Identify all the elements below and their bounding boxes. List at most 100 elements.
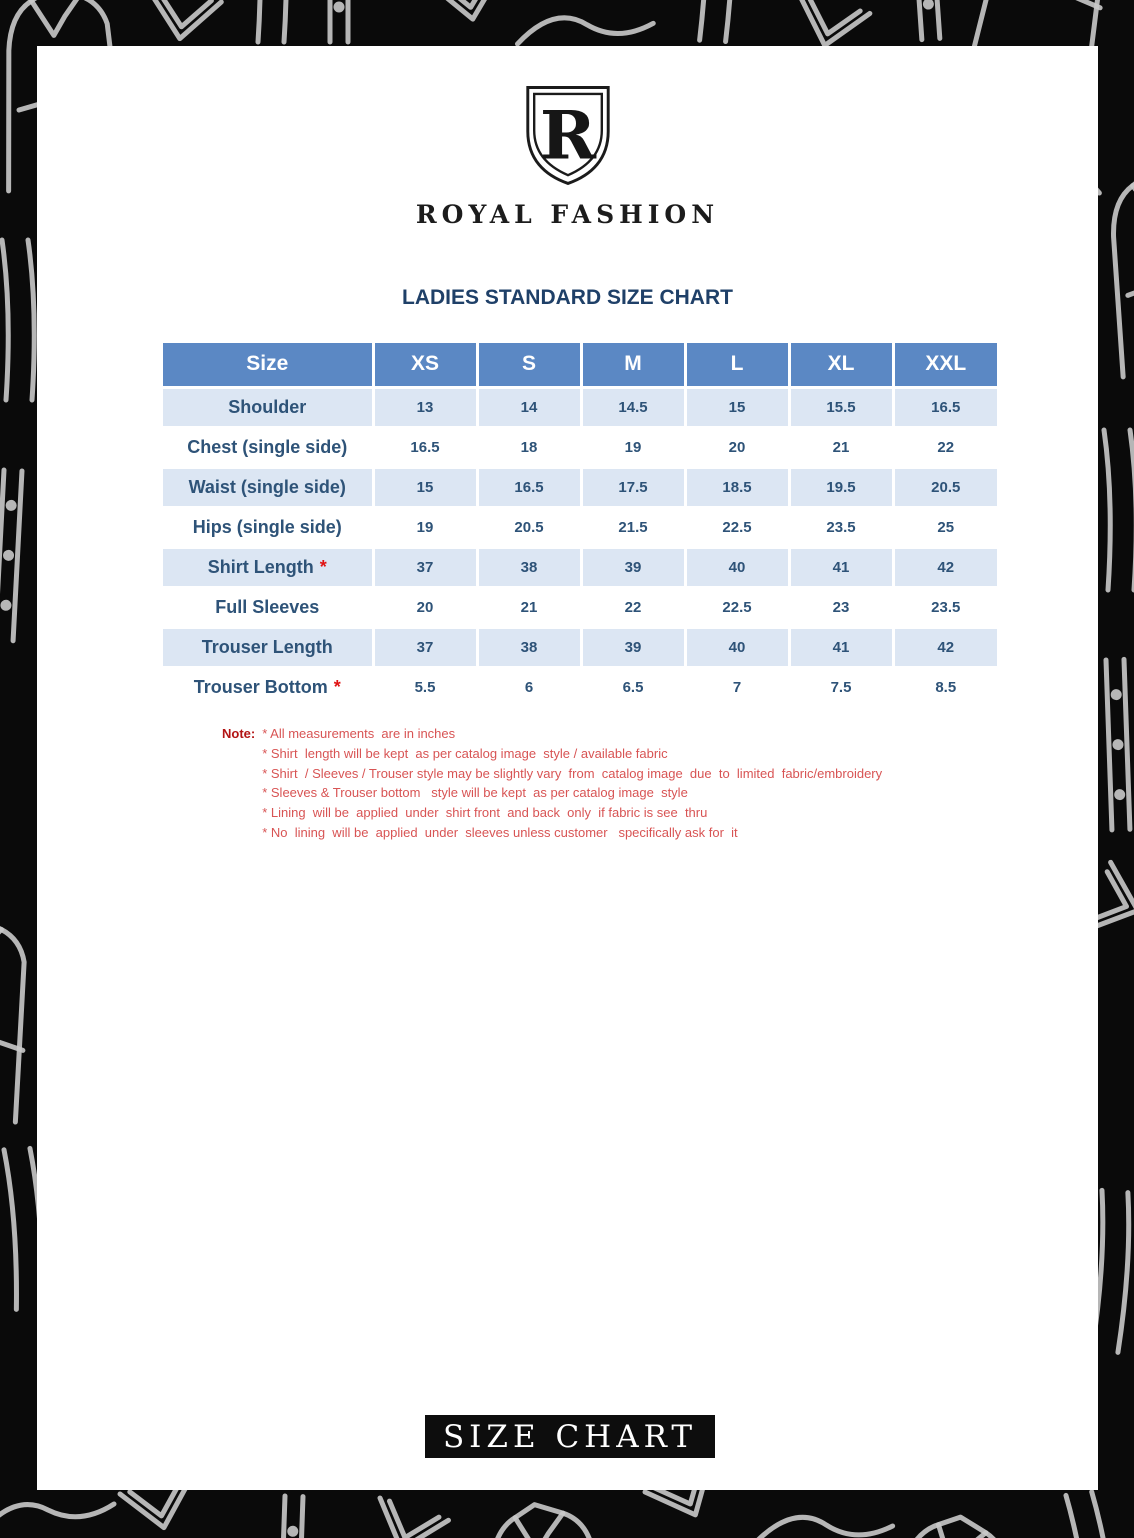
note-line: * Shirt length will be kept as per catal… — [262, 745, 668, 761]
note-line: * Shirt / Sleeves / Trouser style may be… — [262, 765, 883, 781]
size-value-cell: 42 — [893, 627, 997, 669]
page: R ROYAL FASHION LADIES STANDARD SIZE CHA… — [37, 46, 1098, 1490]
size-value-cell: 23.5 — [893, 587, 997, 629]
size-chart-table: Size XS S M L XL XXL Shoulder 13 14 14.5… — [163, 343, 997, 709]
column-header-xl: XL — [789, 343, 895, 389]
size-value-cell: 8.5 — [893, 667, 997, 709]
column-header-m: M — [581, 343, 687, 389]
size-value-cell: 20 — [373, 587, 479, 629]
size-value-cell: 23 — [789, 587, 895, 629]
brand-monogram: R — [539, 96, 596, 175]
column-header-xxl: XXL — [893, 343, 997, 389]
size-value-cell: 38 — [477, 627, 583, 669]
column-header-l: L — [685, 343, 791, 389]
size-value-cell: 14.5 — [581, 387, 687, 429]
size-value-cell: 18.5 — [685, 467, 791, 509]
size-value-cell: 23.5 — [789, 507, 895, 549]
measurement-label-cell: Waist (single side) — [163, 467, 375, 509]
page-title: LADIES STANDARD SIZE CHART — [402, 286, 733, 309]
table-row: Shirt Length * 37 38 39 40 41 42 — [163, 547, 997, 589]
size-value-cell: 16.5 — [373, 427, 479, 469]
royal-fashion-crest-icon: R — [525, 86, 610, 185]
size-value-cell: 25 — [893, 507, 997, 549]
brand-name: ROYAL FASHION — [415, 200, 720, 229]
size-value-cell: 38 — [477, 547, 583, 589]
size-value-cell: 22.5 — [685, 507, 791, 549]
size-value-cell: 40 — [685, 627, 791, 669]
measurement-label-cell: Trouser Bottom * — [163, 667, 375, 709]
size-value-cell: 5.5 — [373, 667, 479, 709]
measurement-label: Shoulder — [228, 396, 307, 417]
size-value-cell: 16.5 — [477, 467, 583, 509]
size-value-cell: 22 — [893, 427, 997, 469]
size-value-cell: 42 — [893, 547, 997, 589]
size-value-cell: 15 — [685, 387, 791, 429]
size-chart-banner: SIZE CHART — [425, 1415, 715, 1458]
column-header-s: S — [477, 343, 583, 389]
size-value-cell: 15 — [373, 467, 479, 509]
size-value-cell: 6 — [477, 667, 583, 709]
column-header-xs: XS — [373, 343, 479, 389]
measurement-label-cell: Full Sleeves — [163, 587, 375, 629]
note-line: * Sleeves & Trouser bottom style will be… — [262, 785, 688, 801]
size-value-cell: 7.5 — [789, 667, 895, 709]
size-value-cell: 22.5 — [685, 587, 791, 629]
size-value-cell: 21.5 — [581, 507, 687, 549]
size-value-cell: 21 — [789, 427, 895, 469]
size-value-cell: 6.5 — [581, 667, 687, 709]
table-row: Shoulder 13 14 14.5 15 15.5 16.5 — [163, 387, 997, 429]
size-value-cell: 16.5 — [893, 387, 997, 429]
table-header-row: Size XS S M L XL XXL — [163, 343, 997, 389]
size-value-cell: 37 — [373, 627, 479, 669]
size-value-cell: 21 — [477, 587, 583, 629]
measurement-label: Waist (single side) — [188, 476, 346, 497]
measurement-label-cell: Hips (single side) — [163, 507, 375, 549]
table-row: Trouser Bottom * 5.5 6 6.5 7 7.5 8.5 — [163, 667, 997, 709]
note-lines: * All measurements are in inches * Shirt… — [262, 724, 882, 843]
size-value-cell: 41 — [789, 547, 895, 589]
size-value-cell: 37 — [373, 547, 479, 589]
measurement-label-cell: Shirt Length * — [163, 547, 375, 589]
measurement-label: Trouser Length — [201, 636, 333, 657]
size-value-cell: 19 — [581, 427, 687, 469]
notes-section: Note: * All measurements are in inches *… — [222, 724, 882, 843]
column-header-size: Size — [163, 343, 375, 389]
size-value-cell: 41 — [789, 627, 895, 669]
size-value-cell: 40 — [685, 547, 791, 589]
brand-logo: R ROYAL FASHION — [37, 82, 1098, 229]
size-value-cell: 39 — [581, 547, 687, 589]
note-label: Note: — [222, 726, 256, 741]
size-value-cell: 20 — [685, 427, 791, 469]
note-line: * No lining will be applied under sleeve… — [262, 824, 738, 840]
size-value-cell: 17.5 — [581, 467, 687, 509]
measurement-label: Full Sleeves — [215, 596, 320, 617]
table-row: Waist (single side) 15 16.5 17.5 18.5 19… — [163, 467, 997, 509]
size-value-cell: 7 — [685, 667, 791, 709]
table-row: Trouser Length 37 38 39 40 41 42 — [163, 627, 997, 669]
size-value-cell: 18 — [477, 427, 583, 469]
size-value-cell: 20.5 — [477, 507, 583, 549]
table-row: Hips (single side) 19 20.5 21.5 22.5 23.… — [163, 507, 997, 549]
note-line: * All measurements are in inches — [262, 726, 456, 741]
measurement-label-cell: Chest (single side) — [163, 427, 375, 469]
size-value-cell: 39 — [581, 627, 687, 669]
size-value-cell: 19.5 — [789, 467, 895, 509]
size-value-cell: 22 — [581, 587, 687, 629]
size-value-cell: 20.5 — [893, 467, 997, 509]
measurement-label: Shirt Length — [207, 556, 314, 577]
size-value-cell: 15.5 — [789, 387, 895, 429]
measurement-label-cell: Shoulder — [163, 387, 375, 429]
size-value-cell: 13 — [373, 387, 479, 429]
measurement-label: Hips (single side) — [192, 516, 342, 537]
measurement-label: Trouser Bottom — [193, 676, 328, 697]
size-value-cell: 19 — [373, 507, 479, 549]
measurement-label-cell: Trouser Length — [163, 627, 375, 669]
note-line: * Lining will be applied under shirt fro… — [262, 805, 708, 821]
measurement-label: Chest (single side) — [187, 436, 348, 457]
table-row: Full Sleeves 20 21 22 22.5 23 23.5 — [163, 587, 997, 629]
asterisk-mark: * — [333, 676, 341, 697]
size-value-cell: 14 — [477, 387, 583, 429]
table-row: Chest (single side) 16.5 18 19 20 21 22 — [163, 427, 997, 469]
asterisk-mark: * — [319, 556, 327, 577]
